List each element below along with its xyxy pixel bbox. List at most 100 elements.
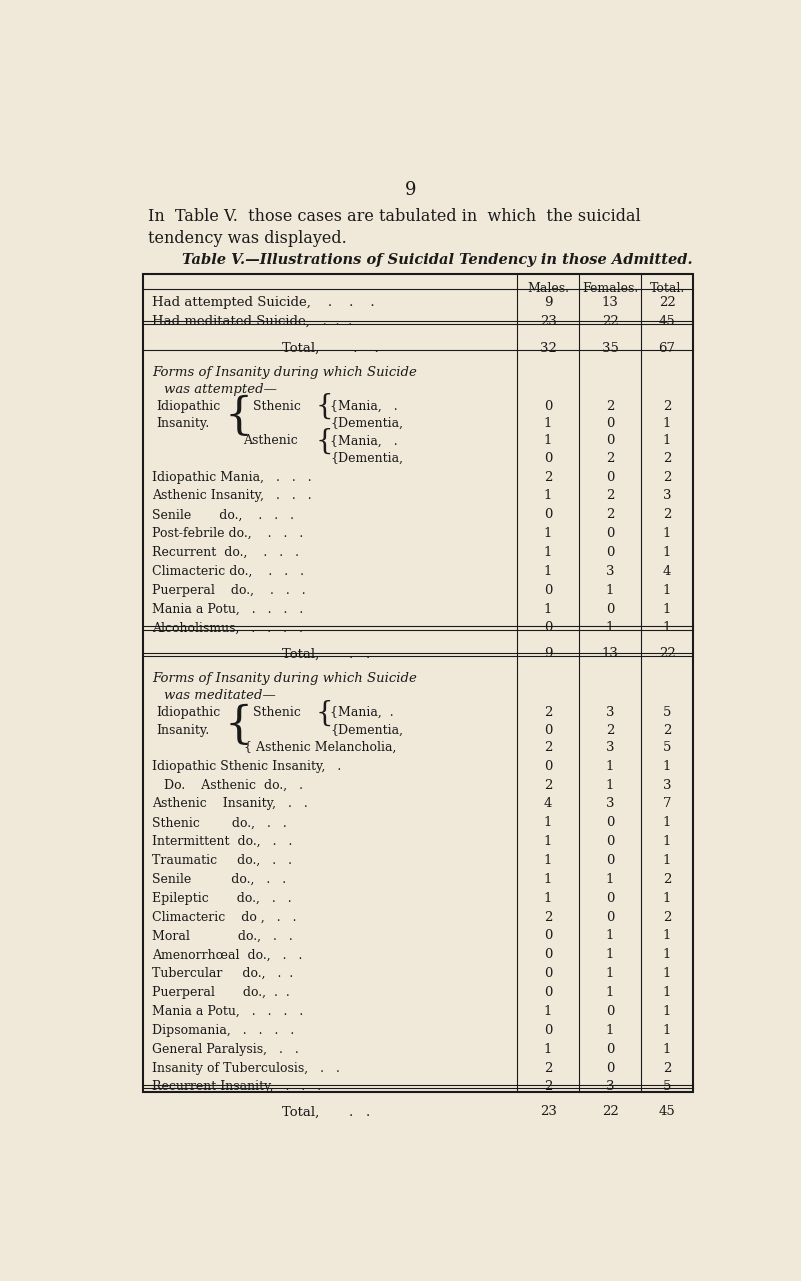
Text: 2: 2 bbox=[606, 489, 614, 502]
Text: 9: 9 bbox=[544, 296, 553, 309]
Text: Climacteric do.,    .   .   .: Climacteric do., . . . bbox=[152, 565, 304, 578]
Text: 0: 0 bbox=[606, 418, 614, 430]
Text: 2: 2 bbox=[663, 400, 671, 412]
Text: {Mania,  .: {Mania, . bbox=[330, 706, 394, 719]
Text: Table V.—Illustrations of Suicidal Tendency in those Admitted.: Table V.—Illustrations of Suicidal Tende… bbox=[182, 254, 692, 266]
Text: Idiopathic Mania,   .   .   .: Idiopathic Mania, . . . bbox=[152, 470, 312, 483]
Text: Sthenic        do.,   .   .: Sthenic do., . . bbox=[152, 816, 287, 829]
Text: {: { bbox=[224, 395, 252, 438]
Text: 0: 0 bbox=[606, 892, 614, 904]
Text: 0: 0 bbox=[544, 986, 552, 999]
Text: 1: 1 bbox=[663, 967, 671, 980]
Text: Asthenic    Insanity,   .   .: Asthenic Insanity, . . bbox=[152, 798, 308, 811]
Text: 0: 0 bbox=[606, 835, 614, 848]
Text: 0: 0 bbox=[606, 854, 614, 867]
Text: Puerperal    do.,    .   .   .: Puerperal do., . . . bbox=[152, 584, 306, 597]
Text: 45: 45 bbox=[658, 1106, 675, 1118]
Text: 1: 1 bbox=[663, 986, 671, 999]
Text: 35: 35 bbox=[602, 342, 618, 355]
Text: Sthenic: Sthenic bbox=[253, 706, 300, 719]
Text: 1: 1 bbox=[606, 584, 614, 597]
Text: Had attempted Suicide,    .    .    .: Had attempted Suicide, . . . bbox=[152, 296, 375, 309]
Text: was attempted—: was attempted— bbox=[164, 383, 277, 396]
Text: 2: 2 bbox=[606, 724, 614, 737]
Text: 1: 1 bbox=[663, 760, 671, 772]
Text: 0: 0 bbox=[544, 584, 552, 597]
Text: 1: 1 bbox=[606, 872, 614, 886]
Text: 0: 0 bbox=[544, 948, 552, 961]
Text: Forms of Insanity during which Suicide: Forms of Insanity during which Suicide bbox=[152, 366, 417, 379]
Text: 0: 0 bbox=[606, 816, 614, 829]
Text: Senile       do.,    .   .   .: Senile do., . . . bbox=[152, 509, 294, 521]
Text: 2: 2 bbox=[544, 911, 552, 924]
Text: {Dementia,: {Dementia, bbox=[330, 452, 403, 465]
Text: Do.    Asthenic  do.,   .: Do. Asthenic do., . bbox=[152, 779, 303, 792]
Text: 1: 1 bbox=[663, 434, 671, 447]
Text: 3: 3 bbox=[606, 740, 614, 753]
Text: 1: 1 bbox=[606, 621, 614, 634]
Text: Forms of Insanity during which Suicide: Forms of Insanity during which Suicide bbox=[152, 673, 417, 685]
Text: 1: 1 bbox=[606, 779, 614, 792]
Text: Had meditated Suicide,   .  .  .: Had meditated Suicide, . . . bbox=[152, 315, 352, 328]
Text: 1: 1 bbox=[663, 621, 671, 634]
Text: 22: 22 bbox=[602, 315, 618, 328]
Text: 2: 2 bbox=[544, 470, 552, 483]
Text: Males.: Males. bbox=[527, 282, 569, 295]
Text: Dipsomania,   .   .   .   .: Dipsomania, . . . . bbox=[152, 1024, 294, 1036]
Text: 1: 1 bbox=[663, 546, 671, 559]
Text: {Mania,   .: {Mania, . bbox=[330, 400, 398, 412]
Text: 0: 0 bbox=[606, 434, 614, 447]
Text: 3: 3 bbox=[662, 489, 671, 502]
Text: 2: 2 bbox=[663, 509, 671, 521]
Text: 0: 0 bbox=[544, 967, 552, 980]
Text: 1: 1 bbox=[544, 892, 552, 904]
Text: {: { bbox=[224, 703, 252, 747]
Text: 1: 1 bbox=[606, 930, 614, 943]
Text: 2: 2 bbox=[663, 470, 671, 483]
Text: 2: 2 bbox=[606, 400, 614, 412]
Text: 2: 2 bbox=[606, 509, 614, 521]
Text: 2: 2 bbox=[544, 779, 552, 792]
Text: 0: 0 bbox=[544, 452, 552, 465]
Text: 2: 2 bbox=[663, 911, 671, 924]
Text: {: { bbox=[316, 699, 333, 726]
Text: 23: 23 bbox=[540, 1106, 557, 1118]
Text: 1: 1 bbox=[663, 528, 671, 541]
Text: 1: 1 bbox=[606, 948, 614, 961]
Text: 1: 1 bbox=[606, 1024, 614, 1036]
Text: 32: 32 bbox=[540, 342, 557, 355]
Text: 2: 2 bbox=[544, 706, 552, 719]
Text: 1: 1 bbox=[663, 1043, 671, 1056]
Text: 22: 22 bbox=[602, 1106, 618, 1118]
Text: 0: 0 bbox=[606, 1043, 614, 1056]
Text: { Asthenic Melancholia,: { Asthenic Melancholia, bbox=[244, 740, 396, 753]
Text: Senile          do.,   .   .: Senile do., . . bbox=[152, 872, 286, 886]
Text: 2: 2 bbox=[606, 452, 614, 465]
Text: 0: 0 bbox=[606, 528, 614, 541]
Text: 1: 1 bbox=[544, 854, 552, 867]
Text: 1: 1 bbox=[663, 418, 671, 430]
Text: 1: 1 bbox=[606, 967, 614, 980]
Text: 2: 2 bbox=[544, 740, 552, 753]
Text: 1: 1 bbox=[544, 816, 552, 829]
Text: Puerperal       do.,  .  .: Puerperal do., . . bbox=[152, 986, 290, 999]
Text: Idiopathic: Idiopathic bbox=[157, 706, 221, 719]
Text: 1: 1 bbox=[544, 565, 552, 578]
Text: 7: 7 bbox=[662, 798, 671, 811]
Text: {Mania,   .: {Mania, . bbox=[330, 434, 398, 447]
Text: 2: 2 bbox=[663, 724, 671, 737]
Text: Moral            do.,   .   .: Moral do., . . bbox=[152, 930, 293, 943]
Text: 45: 45 bbox=[658, 315, 675, 328]
Text: Amenorrhœal  do.,   .   .: Amenorrhœal do., . . bbox=[152, 948, 303, 961]
Text: 23: 23 bbox=[540, 315, 557, 328]
Text: Alcoholismus,   .   .   .   .: Alcoholismus, . . . . bbox=[152, 621, 303, 634]
Text: Insanity.: Insanity. bbox=[157, 724, 210, 737]
Text: 1: 1 bbox=[544, 872, 552, 886]
Text: 1: 1 bbox=[544, 602, 552, 616]
Text: Post-febrile do.,    .   .   .: Post-febrile do., . . . bbox=[152, 528, 304, 541]
Text: 1: 1 bbox=[544, 1006, 552, 1018]
Text: Sthenic: Sthenic bbox=[253, 400, 300, 412]
Text: {Dementia,: {Dementia, bbox=[330, 418, 403, 430]
Text: In  Table V.  those cases are tabulated in  which  the suicidal: In Table V. those cases are tabulated in… bbox=[148, 209, 641, 225]
Text: was meditated—: was meditated— bbox=[164, 689, 276, 702]
